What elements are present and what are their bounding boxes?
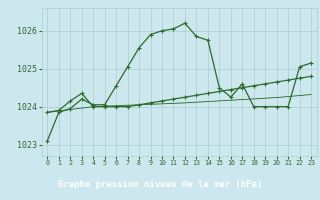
- Text: Graphe pression niveau de la mer (hPa): Graphe pression niveau de la mer (hPa): [58, 180, 262, 189]
